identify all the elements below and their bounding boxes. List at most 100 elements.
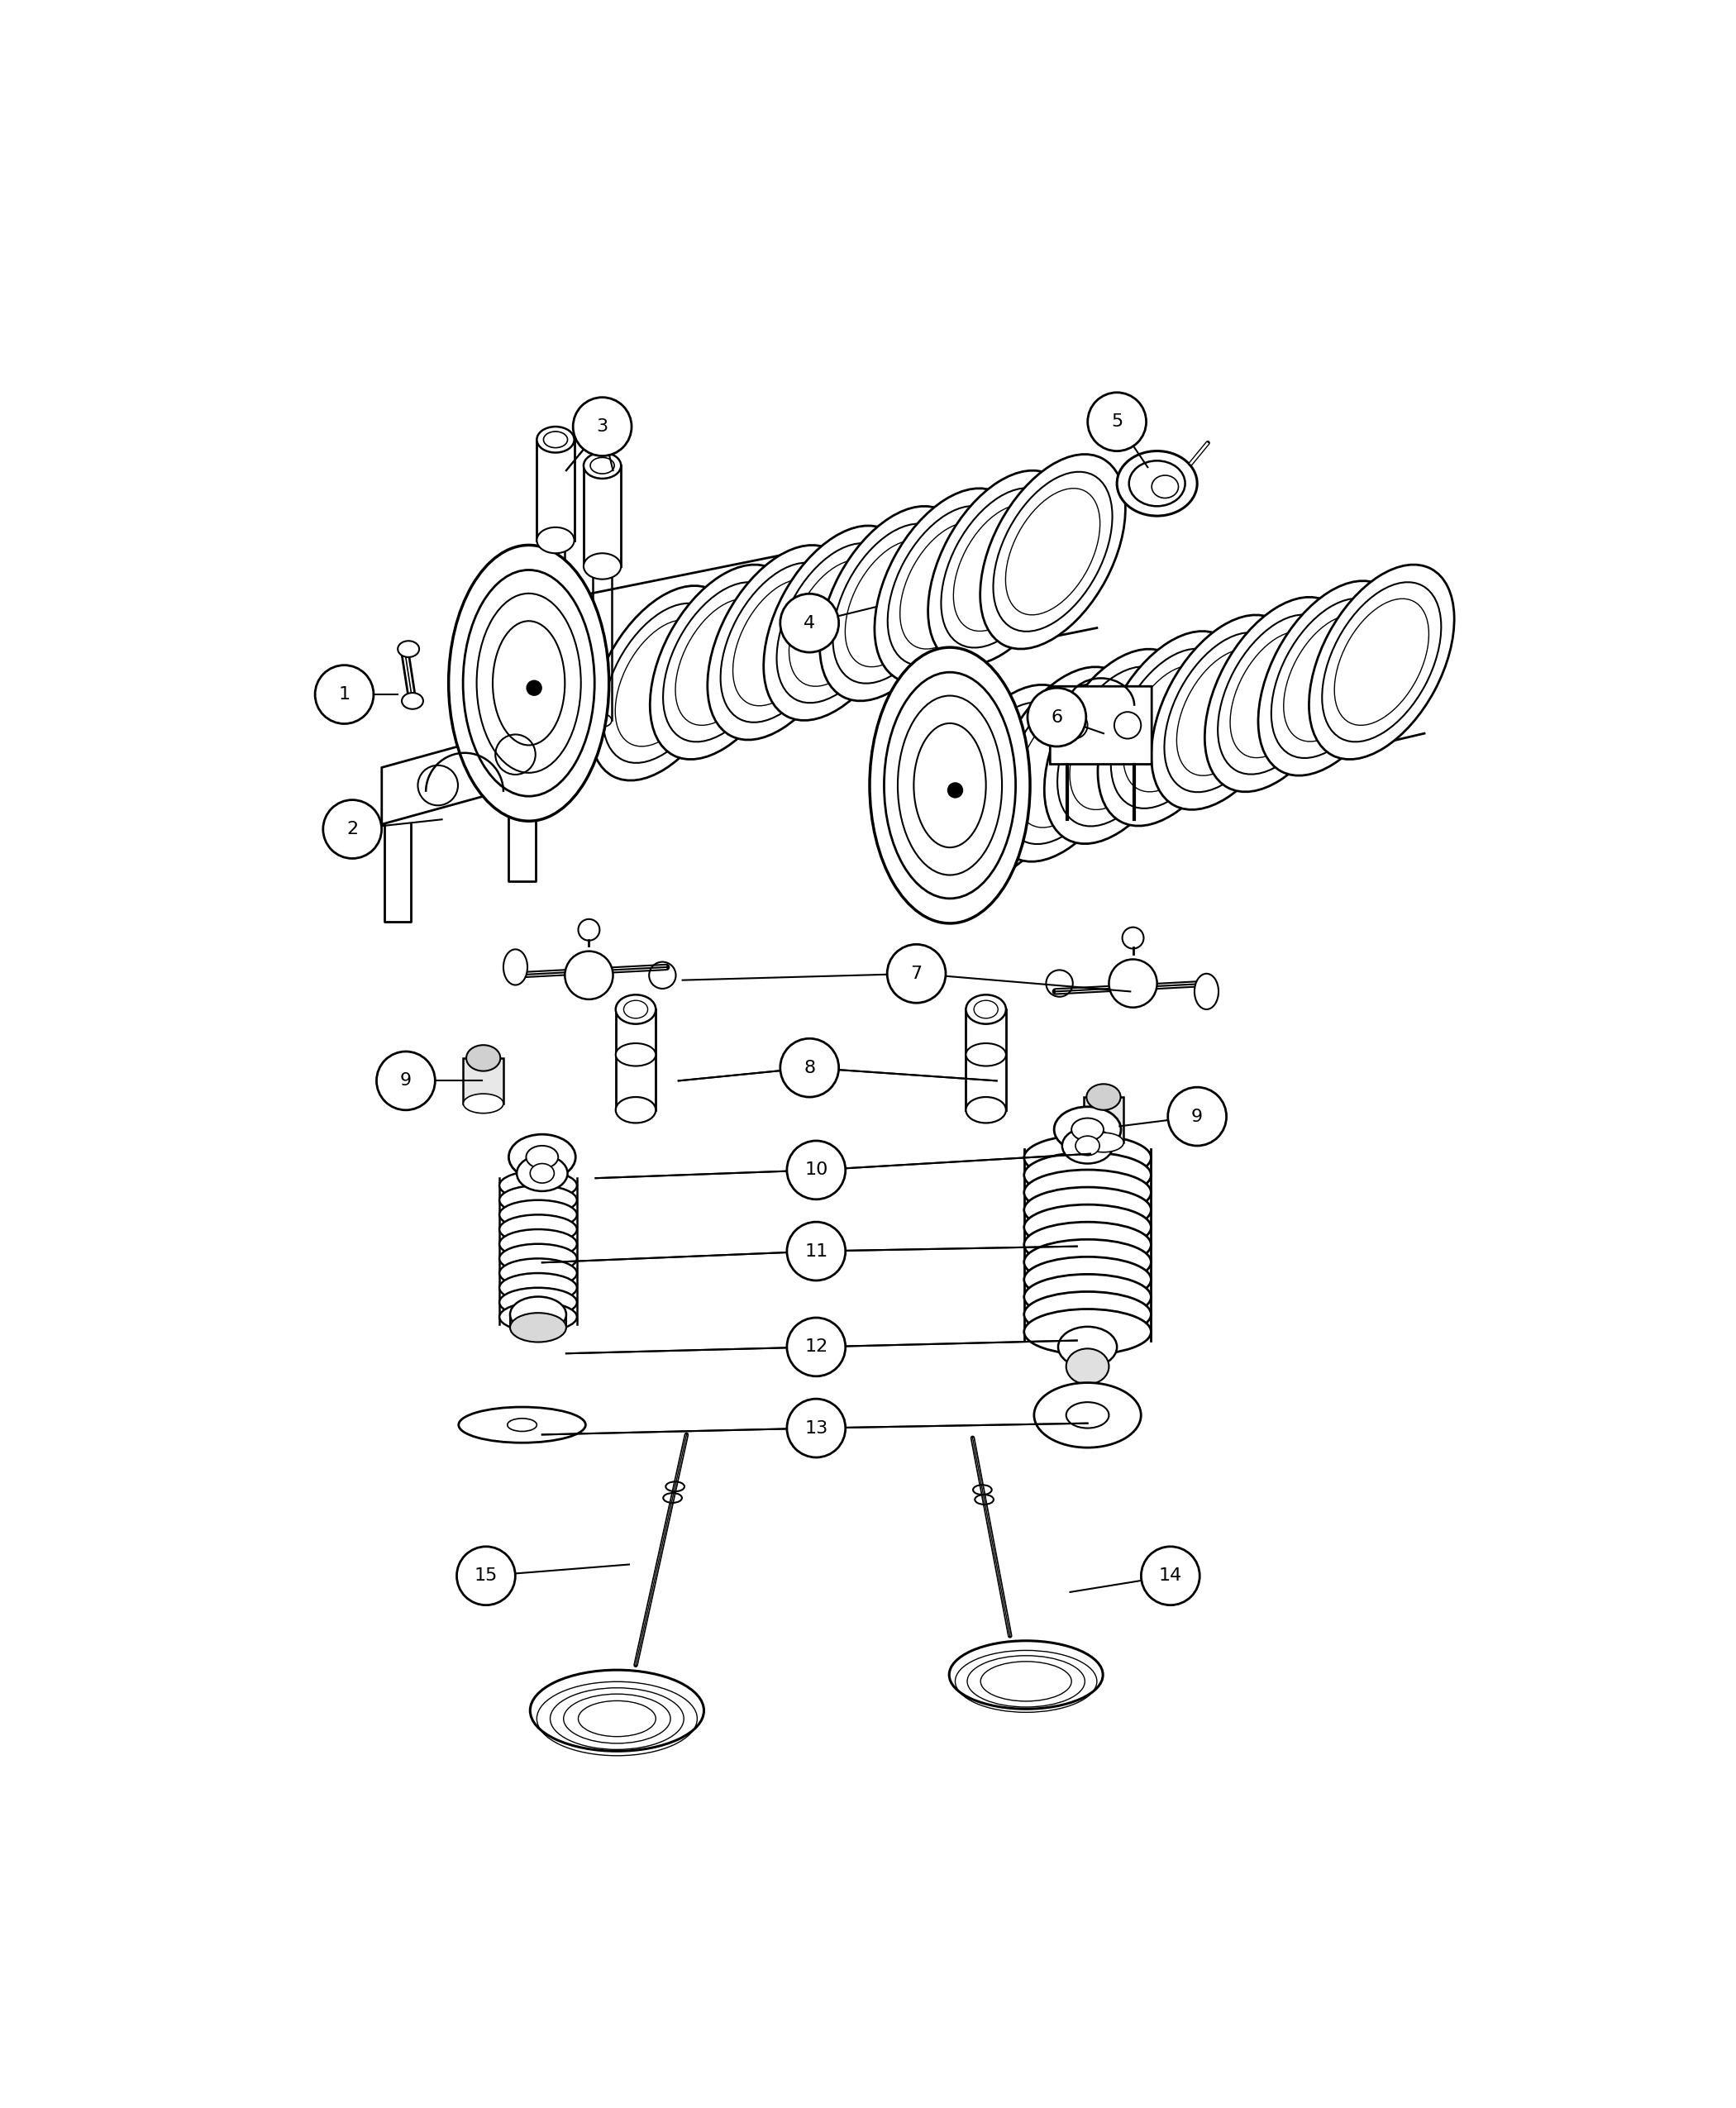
Ellipse shape — [1024, 1204, 1151, 1250]
Ellipse shape — [1087, 1084, 1121, 1111]
Ellipse shape — [467, 1046, 500, 1071]
Text: 12: 12 — [804, 1339, 828, 1355]
Text: 4: 4 — [804, 616, 816, 630]
Ellipse shape — [1045, 649, 1189, 843]
Ellipse shape — [1259, 582, 1403, 776]
Text: 14: 14 — [1158, 1568, 1182, 1583]
Circle shape — [786, 1318, 845, 1377]
Ellipse shape — [583, 552, 621, 580]
Ellipse shape — [500, 1288, 576, 1318]
Ellipse shape — [500, 1199, 576, 1229]
Ellipse shape — [764, 525, 910, 721]
Ellipse shape — [1024, 1309, 1151, 1355]
Ellipse shape — [1097, 630, 1243, 826]
Circle shape — [779, 1039, 838, 1096]
Circle shape — [1109, 959, 1158, 1008]
Circle shape — [1028, 687, 1087, 746]
Circle shape — [323, 799, 382, 858]
Ellipse shape — [1076, 1136, 1099, 1155]
Ellipse shape — [937, 685, 1083, 879]
Ellipse shape — [1116, 451, 1198, 516]
Ellipse shape — [529, 1164, 554, 1183]
Ellipse shape — [1024, 1170, 1151, 1214]
Ellipse shape — [517, 1155, 568, 1191]
Text: 3: 3 — [597, 417, 608, 434]
Ellipse shape — [1024, 1240, 1151, 1286]
Circle shape — [314, 666, 373, 723]
Ellipse shape — [458, 1406, 585, 1442]
Text: 8: 8 — [804, 1060, 816, 1075]
Ellipse shape — [1024, 1273, 1151, 1320]
Ellipse shape — [500, 1244, 576, 1273]
Text: 5: 5 — [1111, 413, 1123, 430]
Ellipse shape — [1194, 974, 1219, 1010]
Ellipse shape — [1151, 616, 1297, 809]
Ellipse shape — [870, 647, 1029, 923]
Ellipse shape — [1062, 1128, 1113, 1164]
Ellipse shape — [1024, 1223, 1151, 1267]
Ellipse shape — [503, 949, 528, 984]
Ellipse shape — [590, 586, 734, 780]
Text: 1: 1 — [339, 687, 351, 702]
Ellipse shape — [464, 1094, 503, 1113]
Text: 9: 9 — [1191, 1109, 1203, 1126]
Ellipse shape — [547, 687, 564, 702]
Ellipse shape — [500, 1214, 576, 1244]
Circle shape — [948, 782, 963, 799]
Circle shape — [1088, 392, 1146, 451]
Ellipse shape — [875, 489, 1019, 683]
Ellipse shape — [500, 1303, 576, 1332]
Text: 15: 15 — [474, 1568, 498, 1583]
Ellipse shape — [448, 546, 609, 820]
Ellipse shape — [929, 470, 1073, 666]
Ellipse shape — [708, 546, 852, 740]
Ellipse shape — [965, 1043, 1005, 1067]
Ellipse shape — [1035, 1383, 1141, 1448]
Ellipse shape — [819, 506, 965, 700]
Ellipse shape — [1066, 1402, 1109, 1427]
Ellipse shape — [991, 666, 1135, 862]
Ellipse shape — [398, 641, 418, 658]
Ellipse shape — [616, 1043, 656, 1067]
Text: 11: 11 — [804, 1244, 828, 1258]
Text: 7: 7 — [911, 965, 922, 982]
Ellipse shape — [1024, 1153, 1151, 1197]
Circle shape — [1141, 1547, 1200, 1604]
Ellipse shape — [1054, 1107, 1121, 1153]
Ellipse shape — [594, 715, 611, 727]
Ellipse shape — [510, 1313, 566, 1343]
Ellipse shape — [1071, 1117, 1104, 1140]
Ellipse shape — [1066, 1349, 1109, 1385]
Ellipse shape — [1309, 565, 1455, 759]
Ellipse shape — [500, 1258, 576, 1288]
Ellipse shape — [500, 1273, 576, 1303]
Circle shape — [786, 1223, 845, 1280]
Ellipse shape — [529, 1670, 703, 1752]
Text: 9: 9 — [399, 1073, 411, 1090]
Circle shape — [786, 1140, 845, 1199]
FancyBboxPatch shape — [464, 1058, 503, 1102]
Text: 2: 2 — [347, 820, 358, 837]
Ellipse shape — [616, 995, 656, 1024]
Circle shape — [377, 1052, 436, 1111]
Ellipse shape — [1024, 1256, 1151, 1303]
Text: 6: 6 — [1050, 708, 1062, 725]
Ellipse shape — [583, 453, 621, 479]
Circle shape — [779, 594, 838, 651]
FancyBboxPatch shape — [1083, 1096, 1123, 1143]
Ellipse shape — [536, 426, 575, 453]
Ellipse shape — [1024, 1292, 1151, 1336]
FancyBboxPatch shape — [1050, 687, 1151, 765]
Ellipse shape — [1059, 1326, 1116, 1368]
Text: 10: 10 — [804, 1162, 828, 1178]
Ellipse shape — [509, 1134, 576, 1180]
Ellipse shape — [500, 1170, 576, 1199]
Ellipse shape — [649, 565, 795, 759]
Ellipse shape — [536, 527, 575, 552]
Ellipse shape — [1083, 1132, 1123, 1153]
Circle shape — [526, 681, 542, 696]
Circle shape — [1168, 1088, 1226, 1147]
Ellipse shape — [500, 1229, 576, 1258]
Circle shape — [457, 1547, 516, 1604]
Ellipse shape — [526, 1147, 559, 1168]
